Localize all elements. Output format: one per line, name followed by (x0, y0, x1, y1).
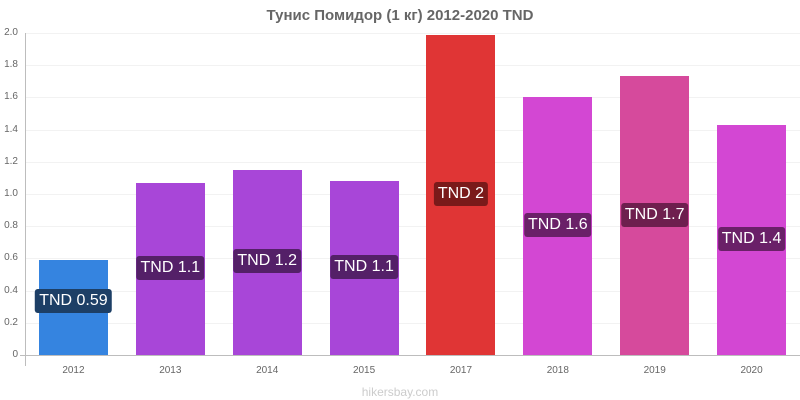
gridline (25, 194, 800, 195)
y-tick-label: 0.6 (4, 252, 18, 264)
gridline (25, 258, 800, 260)
x-tick-label: 2014 (256, 365, 279, 376)
bar-2015[interactable]: TND 1.1 (329, 181, 399, 355)
bar-value-label: TND 0.59 (35, 288, 112, 313)
y-tick-label: 1.8 (4, 59, 18, 71)
x-tick-label: 2017 (449, 365, 473, 376)
y-tick-label: 0 (12, 349, 18, 360)
gridline (25, 129, 800, 131)
x-tick-label: 2018 (546, 365, 569, 376)
bar-value-label: TND 1.1 (330, 255, 398, 280)
y-tick-label: 1.2 (4, 155, 18, 167)
gridline (25, 161, 800, 163)
gridline (25, 97, 800, 99)
y-tick-label: 0.8 (4, 220, 18, 232)
bar-2012[interactable]: TND 0.59 (35, 260, 112, 355)
x-tick-label: 2020 (740, 365, 763, 376)
x-tick-label: 2013 (159, 365, 182, 376)
gridline (25, 33, 800, 34)
bar-2019[interactable]: TND 1.7 (620, 76, 690, 355)
gridline (25, 322, 800, 324)
bar-value-label: TND 1.2 (233, 249, 301, 274)
chart-title: Тунис Помидор (1 кг) 2012-2020 TND (266, 7, 534, 24)
y-tick-label: 2.0 (4, 27, 18, 38)
bar-value-label: TND 1.7 (620, 202, 689, 227)
bar-value-label: TND 1.1 (136, 255, 205, 280)
bar-2014[interactable]: TND 1.2 (232, 169, 302, 355)
y-tick-label: 1.0 (4, 188, 18, 199)
plot-area: TND 0.59 TND 1.1 TND 1.2 TND 1.1 TND 2 TND 1.… (25, 33, 800, 356)
x-tick-label: 2012 (62, 365, 85, 376)
y-tick-label: 1.6 (4, 91, 18, 103)
bar-2020[interactable]: TND 1.4 (717, 124, 787, 355)
watermark: hikersbay.com (361, 385, 439, 399)
x-tick-label: 2015 (352, 365, 376, 376)
y-tick-label: 1.4 (4, 123, 18, 135)
y-tick-label: 0.4 (4, 284, 18, 296)
gridline (25, 226, 800, 228)
bar-2017[interactable]: TND 2 (426, 34, 496, 355)
y-tick-label: 0.2 (4, 316, 18, 328)
bar-value-label: TND 1.6 (524, 213, 592, 238)
bar-value-label: TND 2 (433, 181, 489, 206)
y-axis-line (25, 33, 26, 366)
bar-value-label: TND 1.4 (717, 226, 786, 251)
gridline (25, 290, 800, 292)
bar-2018[interactable]: TND 1.6 (523, 97, 593, 355)
gridline (25, 65, 800, 67)
bar-2013[interactable]: TND 1.1 (135, 182, 205, 355)
x-axis-line (20, 355, 800, 356)
x-tick-label: 2019 (643, 365, 666, 376)
